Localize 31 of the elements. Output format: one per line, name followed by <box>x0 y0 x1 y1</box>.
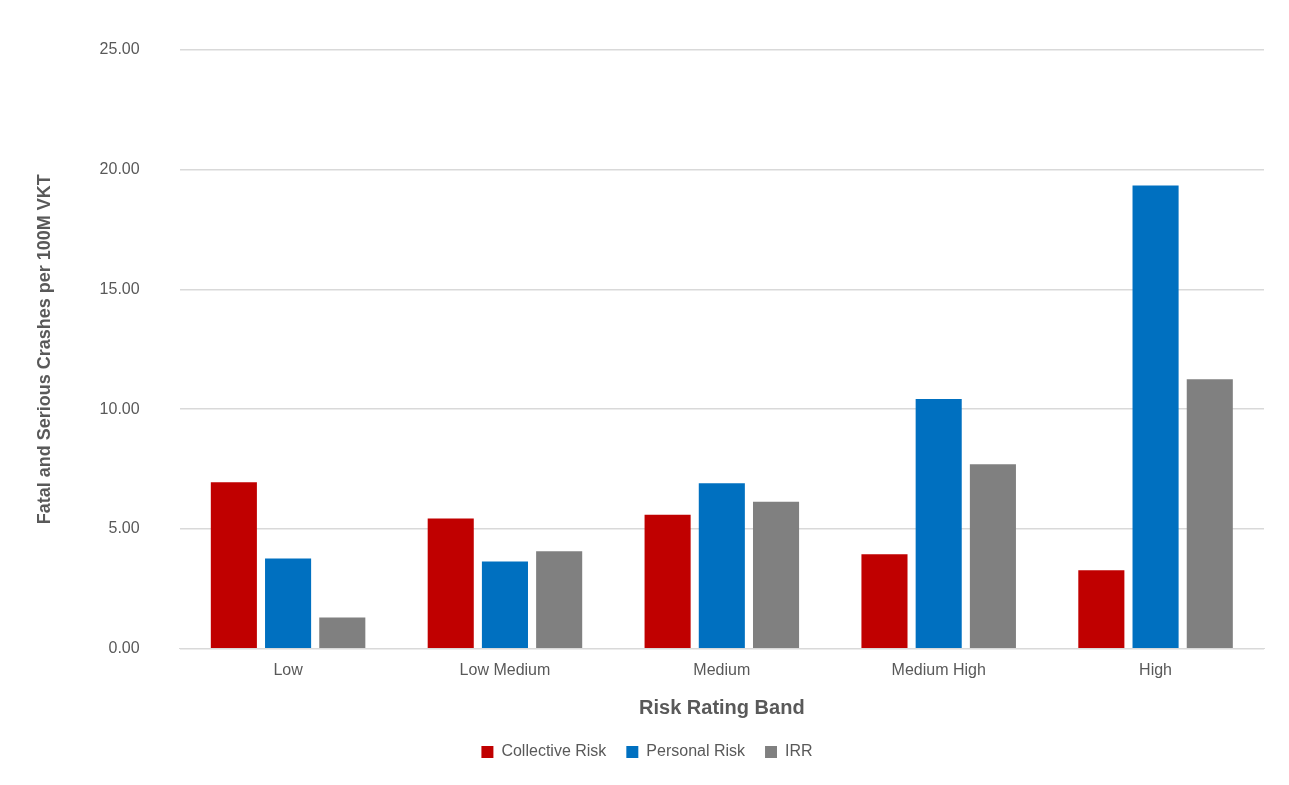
x-tick-label: Low <box>273 660 304 678</box>
bar <box>1186 379 1233 649</box>
bar <box>1078 570 1125 649</box>
y-tick-label: 25.00 <box>99 40 140 58</box>
x-axis-title: Risk Rating Band <box>639 695 805 718</box>
bar <box>644 514 691 649</box>
bar <box>265 558 312 649</box>
x-tick-label: Medium <box>693 660 751 678</box>
bar <box>969 464 1016 649</box>
y-tick-label: 10.00 <box>99 399 140 417</box>
bar <box>915 399 962 649</box>
y-tick-label: 20.00 <box>99 159 140 177</box>
bar <box>319 617 366 649</box>
bar <box>536 551 583 649</box>
bar <box>210 482 257 649</box>
x-tick-label: Medium High <box>891 660 986 678</box>
legend-label: IRR <box>785 742 813 760</box>
bar <box>427 518 474 649</box>
y-tick-label: 15.00 <box>99 279 140 297</box>
y-axis-title: Fatal and Serious Crashes per 100M VKT <box>33 174 54 525</box>
legend-label: Personal Risk <box>646 742 747 760</box>
x-tick-label: High <box>1139 660 1173 678</box>
bar <box>753 501 800 649</box>
bar <box>1132 185 1179 649</box>
bar <box>861 554 908 649</box>
legend-label: Collective Risk <box>501 742 608 760</box>
y-tick-label: 0.00 <box>108 639 140 657</box>
y-tick-label: 5.00 <box>108 519 140 537</box>
bar <box>481 561 528 649</box>
bar <box>698 483 745 649</box>
x-tick-label: Low Medium <box>459 660 551 678</box>
